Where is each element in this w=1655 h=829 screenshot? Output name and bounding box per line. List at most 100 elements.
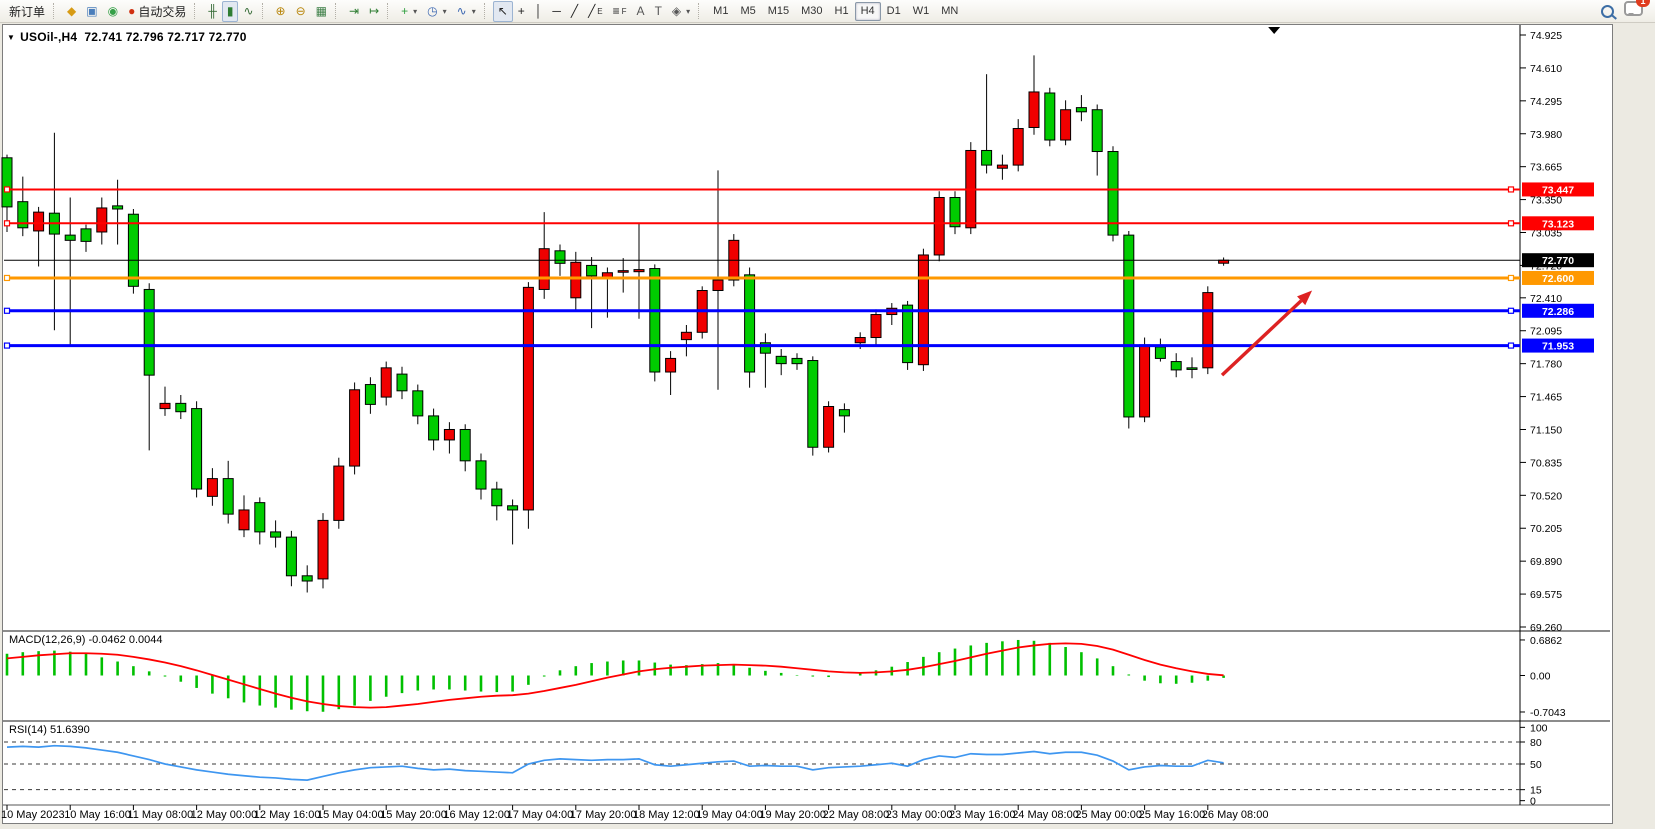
chart-title-bar: ▼ USOil-,H4 72.741 72.796 72.717 72.770 — [7, 30, 247, 44]
chat-button[interactable]: 1 — [1624, 0, 1650, 21]
text-button[interactable]: A — [632, 1, 650, 22]
line-handle[interactable] — [1507, 342, 1515, 349]
candle-bear — [744, 274, 756, 373]
timeframe-m1-button[interactable]: M1 — [713, 4, 729, 17]
line-handle[interactable] — [1507, 220, 1515, 227]
search-icon[interactable] — [1601, 4, 1614, 18]
timeframe-h4-button[interactable]: H4 — [854, 1, 881, 21]
candle-bull — [617, 270, 629, 273]
candle-bull — [933, 196, 945, 256]
shapes-button[interactable]: ◈ ▾ — [667, 1, 695, 22]
annotation-arrow-line[interactable] — [1220, 299, 1303, 377]
ohlc-bars-icon: ╫ — [208, 4, 217, 18]
tile-windows-button[interactable]: ▦ — [311, 1, 332, 22]
candle-bull — [238, 509, 250, 531]
channel-button[interactable]: ╱ E — [583, 1, 608, 22]
notification-badge: 1 — [1636, 0, 1650, 7]
cursor-button[interactable]: ↖ — [492, 0, 513, 22]
candle-bull — [823, 405, 835, 448]
candle-bear — [775, 355, 787, 365]
panel-separator[interactable] — [3, 720, 1610, 722]
bar-chart-mode-button[interactable]: ╫ — [203, 1, 222, 22]
date-label: 15 May 04:00 — [317, 809, 384, 821]
hline-icon: ─ — [552, 4, 561, 18]
line-handle[interactable] — [3, 307, 11, 314]
cursor-icon: ↖ — [497, 4, 508, 18]
annotation-arrow-head[interactable] — [1297, 290, 1313, 306]
new-order-button[interactable]: 新订单 — [4, 1, 50, 22]
zoom-in-button[interactable]: ⊕ — [271, 1, 291, 22]
chart-shift-marker[interactable] — [1268, 27, 1281, 34]
auto-trading-button[interactable]: ● 自动交易 — [123, 1, 191, 22]
candle-bear — [949, 196, 961, 228]
line-handle[interactable] — [3, 220, 11, 227]
window-icon: ▣ — [86, 4, 98, 18]
line-handle[interactable] — [3, 186, 11, 193]
timeframe-m5-button[interactable]: M5 — [740, 4, 756, 17]
timeframe-h1-button[interactable]: H1 — [834, 4, 849, 17]
date-label: 18 May 12:00 — [633, 809, 700, 821]
window-menu-icon[interactable]: ▼ — [7, 33, 16, 42]
line-handle[interactable] — [3, 342, 11, 349]
vertical-line-button[interactable]: │ — [530, 1, 548, 22]
candle-bear — [1170, 361, 1182, 371]
date-label: 22 May 08:00 — [823, 809, 890, 821]
chevron-down-icon: ▾ — [686, 6, 691, 16]
toolbar-separator — [698, 3, 704, 19]
data-window-button[interactable]: ▣ — [81, 1, 102, 22]
trendline-button[interactable]: ╱ — [566, 1, 583, 22]
channel-icon: ╱ — [588, 4, 596, 18]
candle-bull — [33, 211, 45, 232]
tile-windows-icon: ▦ — [315, 4, 327, 18]
candle-bear — [1075, 107, 1087, 113]
candlestick-mode-button[interactable]: ▮ — [221, 0, 239, 22]
market-watch-button[interactable]: ◆ — [62, 1, 81, 22]
candle-bear — [1123, 234, 1135, 418]
line-handle[interactable] — [1507, 307, 1515, 314]
price-tick-label: 69.260 — [1530, 622, 1562, 634]
line-handle[interactable] — [1507, 186, 1515, 193]
macd-tick-label: 0.6862 — [1530, 635, 1562, 647]
coins-icon: ◆ — [67, 4, 77, 18]
line-chart-mode-button[interactable]: ∿ — [238, 1, 258, 22]
text-label-button[interactable]: T — [650, 1, 667, 22]
date-label: 10 May 2023 — [1, 809, 65, 821]
new-chart-button[interactable]: + ▾ — [396, 1, 422, 22]
candle-bull — [96, 207, 108, 233]
candles-icon: ▮ — [226, 4, 234, 18]
candle-bear — [412, 390, 424, 417]
timeframe-d1-button[interactable]: D1 — [886, 4, 901, 17]
panel-separator[interactable] — [3, 630, 1610, 632]
candle-bull — [333, 465, 345, 521]
candle-bull — [870, 314, 882, 339]
candle-bear — [459, 428, 471, 462]
fibonacci-button[interactable]: ≡ F — [608, 1, 632, 22]
line-handle[interactable] — [3, 274, 11, 282]
timeframe-w1-button[interactable]: W1 — [912, 4, 930, 17]
date-label: 11 May 08:00 — [127, 809, 193, 821]
timeframe-m15-button[interactable]: M15 — [767, 4, 790, 17]
auto-scroll-icon: ⇥ — [349, 4, 360, 18]
navigator-button[interactable]: ◉ — [103, 1, 123, 22]
date-label: 19 May 20:00 — [759, 809, 826, 821]
timeframe-m30-button[interactable]: M30 — [801, 4, 823, 17]
periodicity-button[interactable]: ◷ ▾ — [422, 1, 452, 22]
candle-bear — [80, 228, 92, 242]
auto-scroll-button[interactable]: ⇥ — [344, 1, 364, 22]
add-chart-icon: + — [401, 4, 409, 18]
price-flag — [1522, 338, 1594, 353]
timeframe-mn-button[interactable]: MN — [941, 4, 959, 17]
indicators-button[interactable]: ∿ ▾ — [452, 1, 481, 22]
candle-bear — [222, 478, 234, 515]
zoom-out-button[interactable]: ⊖ — [291, 1, 311, 22]
zoom-out-icon: ⊖ — [295, 4, 306, 18]
main-toolbar: 新订单 ◆ ▣ ◉ ● 自动交易 ╫ ▮ ∿ ⊕ ⊖ ▦ ⇥ ↦ + ▾ ◷ ▾ ∿ ▾ ↖ + │ ─ ╱ ╱ E ≡ F A T ◈ ▾ M1… — [0, 0, 1655, 23]
line-handle[interactable] — [1507, 274, 1515, 282]
horizontal-line-button[interactable]: ─ — [547, 1, 566, 22]
chart-shift-button[interactable]: ↦ — [364, 1, 384, 22]
rsi-tick-label: 50 — [1530, 759, 1542, 771]
rsi-tick-label: 80 — [1530, 737, 1542, 749]
crosshair-button[interactable]: + — [513, 1, 530, 22]
candle-bear — [1186, 367, 1198, 370]
